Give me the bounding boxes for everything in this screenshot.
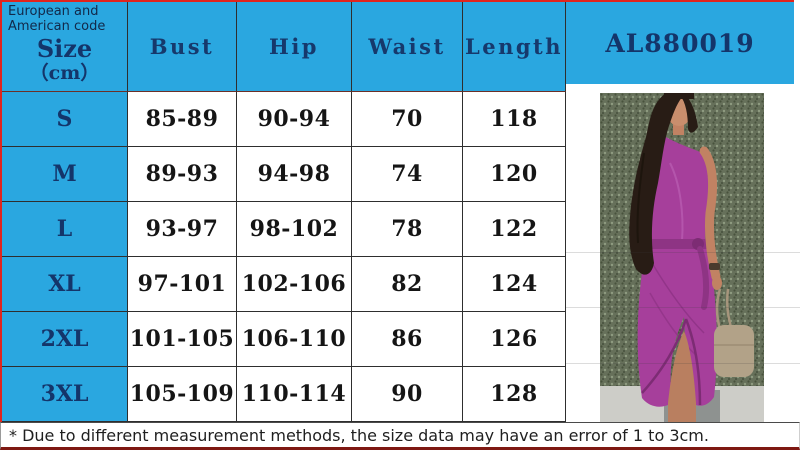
cell-hip: 90-94 <box>237 92 352 147</box>
disclaimer-note: * Due to different measurement methods, … <box>0 422 800 450</box>
dress-photo-illustration <box>600 93 764 422</box>
row-size-label: 3XL <box>2 367 128 422</box>
row-size-label: L <box>2 202 128 257</box>
row-size-label: 2XL <box>2 312 128 367</box>
cell-waist: 78 <box>352 202 463 257</box>
cell-waist: 82 <box>352 257 463 312</box>
column-header-hip: Hip <box>237 2 352 92</box>
cell-length: 124 <box>463 257 566 312</box>
corner-title: Size <box>36 33 93 63</box>
cell-waist: 90 <box>352 367 463 422</box>
faint-gridline <box>566 307 800 308</box>
cell-length: 126 <box>463 312 566 367</box>
corner-subtitle-line1: European and <box>8 4 99 19</box>
cell-hip: 102-106 <box>237 257 352 312</box>
cell-length: 128 <box>463 367 566 422</box>
row-size-label: S <box>2 92 128 147</box>
faint-gridline <box>566 363 800 364</box>
row-size-label: M <box>2 147 128 202</box>
cell-bust: 105-109 <box>128 367 237 422</box>
faint-gridline <box>566 252 800 253</box>
cell-waist: 74 <box>352 147 463 202</box>
corner-subtitle: European and American code <box>2 4 106 35</box>
cell-bust: 89-93 <box>128 147 237 202</box>
cell-hip: 106-110 <box>237 312 352 367</box>
main-area: European and American code Size （cm） Bus… <box>0 0 800 422</box>
row-size-label: XL <box>2 257 128 312</box>
size-table: European and American code Size （cm） Bus… <box>0 0 566 422</box>
cell-length: 122 <box>463 202 566 257</box>
cell-length: 120 <box>463 147 566 202</box>
product-column: AL880019 <box>566 0 800 422</box>
cell-hip: 98-102 <box>237 202 352 257</box>
cell-hip: 110-114 <box>237 367 352 422</box>
cell-bust: 93-97 <box>128 202 237 257</box>
corner-subtitle-line2: American code <box>8 18 106 34</box>
product-code-header: AL880019 <box>566 0 794 84</box>
cell-bust: 85-89 <box>128 92 237 147</box>
corner-header-cell: European and American code Size （cm） <box>2 2 128 92</box>
cell-bust: 101-105 <box>128 312 237 367</box>
cell-waist: 86 <box>352 312 463 367</box>
product-code: AL880019 <box>605 28 755 58</box>
product-photo <box>600 93 764 422</box>
column-header-length: Length <box>463 2 566 92</box>
cell-length: 118 <box>463 92 566 147</box>
cell-hip: 94-98 <box>237 147 352 202</box>
cell-bust: 97-101 <box>128 257 237 312</box>
column-header-waist: Waist <box>352 2 463 92</box>
column-header-bust: Bust <box>128 2 237 92</box>
cell-waist: 70 <box>352 92 463 147</box>
corner-unit: （cm） <box>29 62 100 85</box>
